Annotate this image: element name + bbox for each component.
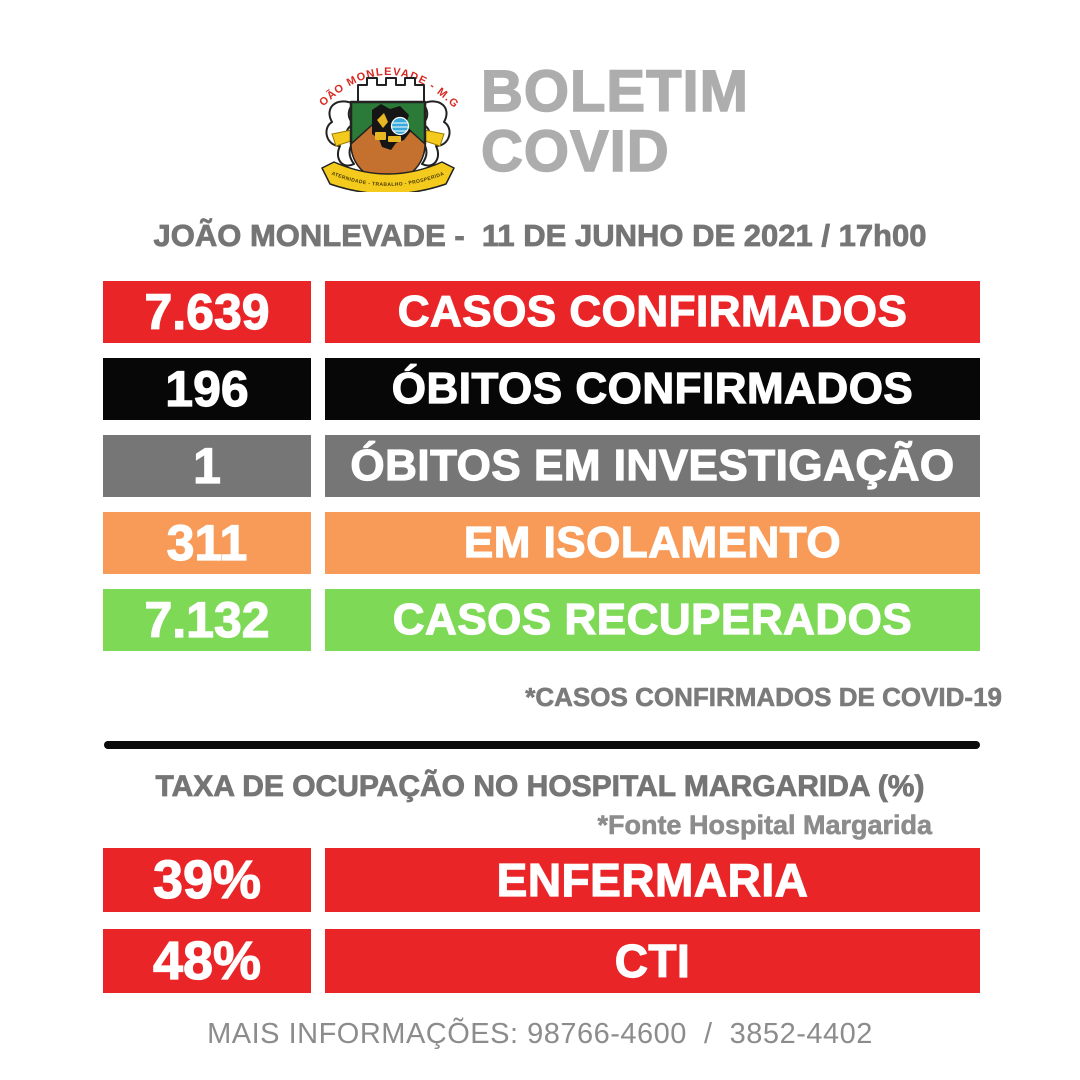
stat-row-in-isolation: 311 EM ISOLAMENTO (103, 512, 980, 574)
icu-occupancy-value: 48% (103, 929, 311, 993)
stat-row-confirmed-cases: 7.639 CASOS CONFIRMADOS (103, 281, 980, 343)
crest-figures (375, 113, 401, 142)
stat-row-icu-occupancy: 48% CTI (103, 929, 980, 993)
recovered-cases-label: CASOS RECUPERADOS (325, 589, 980, 651)
confirmed-cases-label: CASOS CONFIRMADOS (325, 281, 980, 343)
page-title: BOLETIM COVID (480, 59, 749, 185)
title-line-covid: COVID (480, 119, 670, 185)
city-crest-logo: JOÃO MONLEVADE - M.G. (308, 40, 460, 192)
confirmed-cases-value: 7.639 (103, 281, 311, 343)
deaths-investigation-value: 1 (103, 435, 311, 497)
stat-row-ward-occupancy: 39% ENFERMARIA (103, 848, 980, 912)
section-divider (104, 741, 980, 749)
contact-info: MAIS INFORMAÇÕES: 98766-4600 / 3852-4402 (207, 1018, 873, 1050)
in-isolation-label: EM ISOLAMENTO (325, 512, 980, 574)
crest-ribbon (321, 161, 455, 192)
stat-row-deaths-under-investigation: 1 ÓBITOS EM INVESTIGAÇÃO (103, 435, 980, 497)
crest-globe (390, 116, 410, 136)
city-date-subtitle: JOÃO MONLEVADE - 11 DE JUNHO DE 2021 / 1… (153, 218, 927, 254)
deaths-investigation-label: ÓBITOS EM INVESTIGAÇÃO (325, 435, 980, 497)
in-isolation-value: 311 (103, 512, 311, 574)
hospital-occupancy-stats: 39% ENFERMARIA 48% CTI (103, 848, 980, 1010)
ward-occupancy-label: ENFERMARIA (325, 848, 980, 912)
crest-crown (357, 77, 425, 103)
title-line-boletim: BOLETIM (480, 59, 749, 124)
confirmed-cases-footnote: *CASOS CONFIRMADOS DE COVID-19 (525, 682, 1002, 713)
hospital-source-note: *Fonte Hospital Margarida (597, 810, 932, 841)
stat-row-confirmed-deaths: 196 ÓBITOS CONFIRMADOS (103, 358, 980, 420)
confirmed-deaths-label: ÓBITOS CONFIRMADOS (325, 358, 980, 420)
confirmed-deaths-value: 196 (103, 358, 311, 420)
recovered-cases-value: 7.132 (103, 589, 311, 651)
covid-stats: 7.639 CASOS CONFIRMADOS 196 ÓBITOS CONFI… (103, 281, 980, 666)
icu-occupancy-label: CTI (325, 929, 980, 993)
hospital-section-title: TAXA DE OCUPAÇÃO NO HOSPITAL MARGARIDA (… (155, 770, 925, 804)
stat-row-recovered-cases: 7.132 CASOS RECUPERADOS (103, 589, 980, 651)
ward-occupancy-value: 39% (103, 848, 311, 912)
